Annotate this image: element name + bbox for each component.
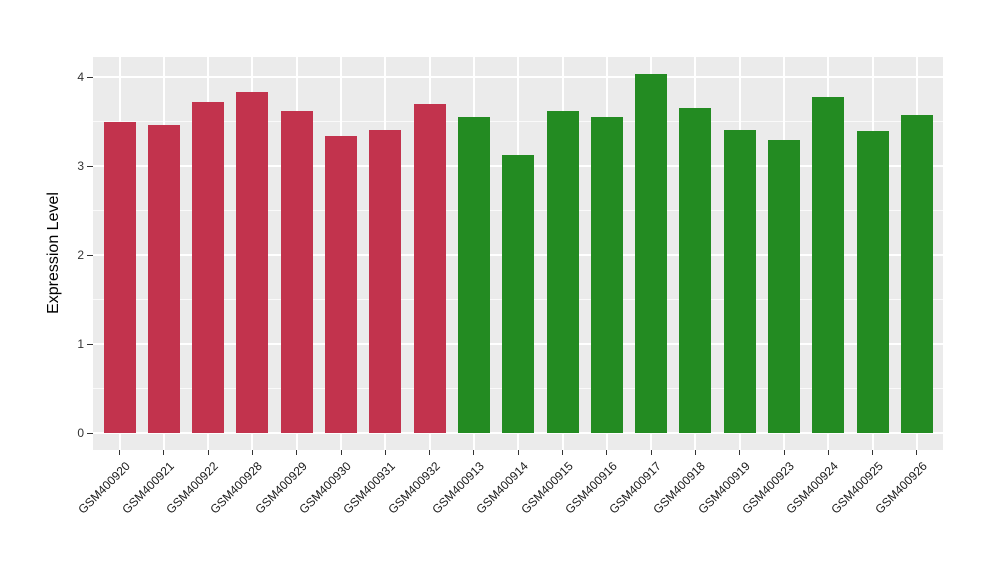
x-axis-tick-label: GSM400915	[517, 459, 576, 517]
bar-GSM400914	[502, 155, 535, 433]
x-axis-tick	[163, 450, 165, 455]
x-axis-tick	[429, 450, 431, 455]
plot-panel	[93, 57, 943, 450]
x-axis-tick-label: GSM400913	[429, 459, 487, 517]
x-axis-tick	[473, 450, 475, 455]
bar-GSM400930	[325, 135, 357, 433]
x-axis-tick-label: GSM400916	[562, 459, 620, 517]
y-axis-tick	[87, 254, 93, 256]
bar-GSM400916	[590, 117, 623, 433]
x-axis-tick	[384, 450, 386, 455]
y-axis-tick	[87, 432, 93, 434]
x-axis-tick	[251, 450, 253, 455]
bar-GSM400931	[369, 129, 402, 433]
y-axis-tick	[87, 76, 93, 78]
y-axis-tick-label: 3	[77, 159, 84, 173]
x-axis-tick-label: GSM400923	[739, 459, 797, 517]
y-axis-tick-label: 2	[77, 248, 84, 262]
x-axis-tick	[783, 450, 785, 455]
x-axis-tick-label: GSM400929	[252, 459, 310, 517]
x-axis-tick	[916, 450, 918, 455]
x-axis-tick-label: GSM400924	[783, 459, 842, 517]
bar-GSM400917	[635, 74, 668, 433]
bar-GSM400918	[679, 108, 712, 433]
bar-GSM400929	[280, 110, 313, 433]
x-axis-tick-label: GSM400922	[163, 459, 221, 517]
bar-GSM400928	[236, 92, 269, 433]
bar-GSM400915	[546, 110, 579, 433]
x-axis-tick-label: GSM400918	[650, 459, 709, 517]
bar-GSM400919	[723, 130, 756, 433]
bar-GSM400921	[147, 125, 180, 433]
x-axis-tick-label: GSM400917	[606, 459, 664, 517]
x-axis-tick	[739, 450, 741, 455]
x-axis-tick	[340, 450, 342, 455]
x-axis-tick-label: GSM400932	[384, 459, 443, 517]
x-axis-tick	[827, 450, 829, 455]
x-axis-tick	[517, 450, 519, 455]
y-axis-tick	[87, 343, 93, 345]
x-axis-tick	[119, 450, 120, 455]
bar-GSM400932	[413, 103, 446, 433]
x-axis-tick-label: GSM400914	[473, 459, 532, 517]
x-axis-tick-label: GSM400928	[207, 459, 266, 517]
x-axis-tick-label: GSM400930	[296, 459, 354, 517]
bar-GSM400922	[192, 101, 225, 433]
x-axis-tick	[562, 450, 563, 455]
x-axis-tick	[694, 450, 696, 455]
x-axis-tick-label: GSM400925	[827, 459, 886, 517]
bar-GSM400920	[103, 122, 136, 433]
bar-GSM400913	[457, 117, 490, 433]
x-axis-tick-label: GSM400931	[340, 459, 399, 517]
x-axis-tick	[606, 450, 608, 455]
x-axis-tick-label: GSM400920	[74, 459, 133, 517]
y-axis-tick-label: 0	[77, 426, 84, 440]
bar-GSM400925	[856, 131, 889, 433]
bar-GSM400923	[768, 140, 800, 433]
y-axis-tick	[87, 165, 93, 167]
x-axis-tick	[207, 450, 209, 455]
x-axis-tick	[296, 450, 298, 455]
bar-GSM400924	[812, 97, 845, 433]
y-axis-tick-label: 4	[77, 70, 84, 84]
x-axis-tick-label: GSM400926	[872, 459, 930, 517]
y-axis-tick-label: 1	[77, 337, 84, 351]
x-axis-tick	[650, 450, 652, 455]
x-axis-tick-label: GSM400919	[695, 459, 753, 517]
x-axis-tick	[872, 450, 874, 455]
bar-GSM400926	[900, 115, 933, 433]
x-axis-tick-label: GSM400921	[119, 459, 177, 517]
